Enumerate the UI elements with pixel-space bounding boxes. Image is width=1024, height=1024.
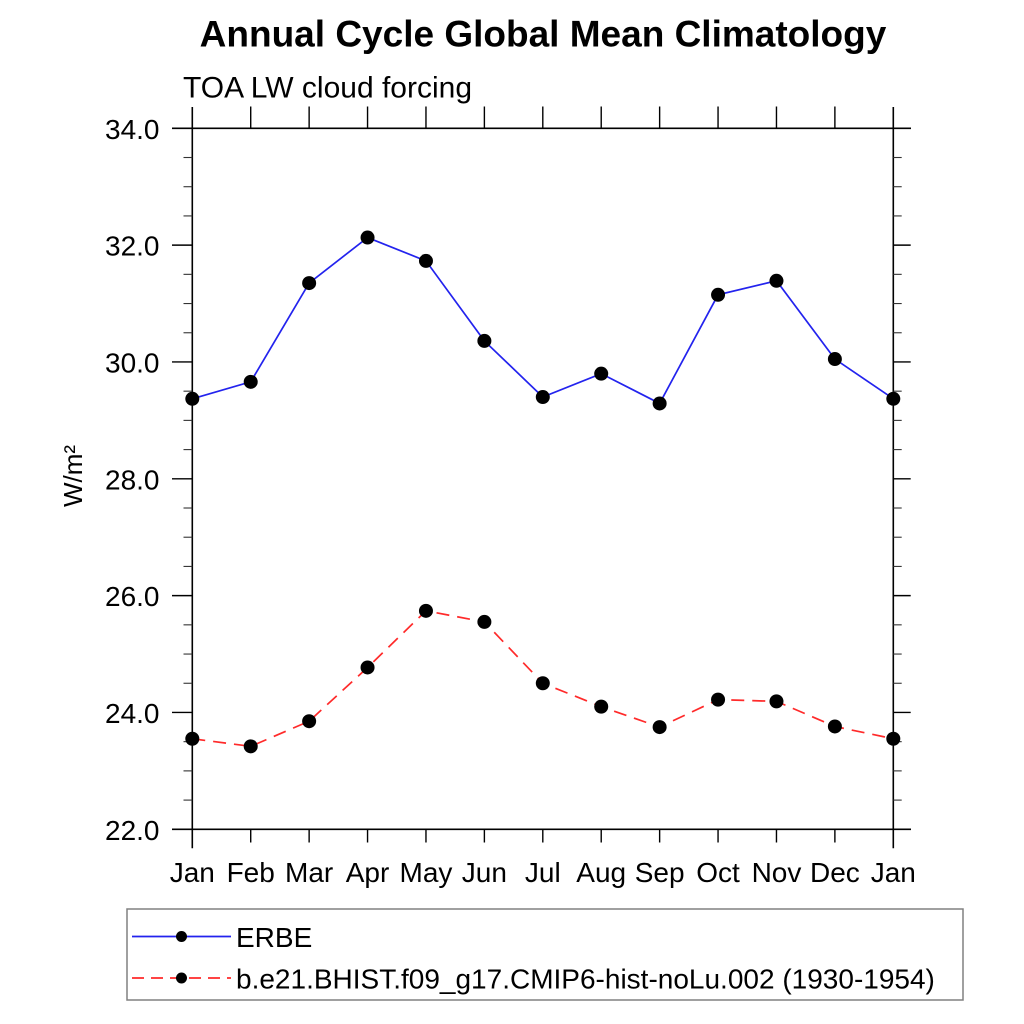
x-tick-label: Jul <box>525 857 561 888</box>
data-point-marker <box>360 230 375 245</box>
x-tick-label: May <box>400 857 453 888</box>
legend-item-erbe: ERBE <box>132 922 312 953</box>
data-point-marker <box>418 253 433 268</box>
x-tick-label: Nov <box>752 857 802 888</box>
data-point-marker <box>418 603 433 618</box>
x-tick-label: Jan <box>871 857 916 888</box>
legend-item-model: b.e21.BHIST.f09_g17.CMIP6-hist-noLu.002 … <box>132 964 935 995</box>
chart-subtitle: TOA LW cloud forcing <box>183 72 472 105</box>
data-point-marker <box>886 391 901 406</box>
data-point-marker <box>652 396 667 411</box>
data-point-marker <box>711 692 726 707</box>
y-axis-title: W/m² <box>58 445 88 507</box>
data-point-marker <box>886 731 901 746</box>
y-tick-label: 30.0 <box>105 347 160 378</box>
series-line-0 <box>192 236 894 405</box>
data-point-marker <box>827 352 842 367</box>
legend: ERBE b.e21.BHIST.f09_g17.CMIP6-hist-noLu… <box>126 908 964 1001</box>
data-point-marker <box>827 719 842 734</box>
x-tick-label: Oct <box>696 857 740 888</box>
data-point-marker <box>243 374 258 389</box>
x-tick-label: Apr <box>346 857 390 888</box>
y-tick-label: 32.0 <box>105 231 160 262</box>
data-point-marker <box>243 739 258 754</box>
data-point-marker <box>302 714 317 729</box>
data-point-marker <box>594 699 609 714</box>
y-tick-label: 34.0 <box>105 114 160 145</box>
data-point-marker <box>652 720 667 735</box>
y-tick-label: 26.0 <box>105 581 160 612</box>
y-tick-label: 28.0 <box>105 464 160 495</box>
data-point-marker <box>185 731 200 746</box>
legend-label-model: b.e21.BHIST.f09_g17.CMIP6-hist-noLu.002 … <box>236 964 935 995</box>
data-point-marker <box>594 366 609 381</box>
data-point-marker <box>302 276 317 291</box>
x-tick-label: Jun <box>462 857 507 888</box>
x-tick-label: Mar <box>285 857 333 888</box>
data-point-marker <box>535 676 550 691</box>
axes: 22.0 24.0 26.0 28.0 30.0 32.0 34.0 Jan Feb Mar Apr… <box>105 106 916 888</box>
data-point-marker <box>477 333 492 348</box>
x-tick-label: Aug <box>576 857 626 888</box>
data-point-marker <box>769 273 784 288</box>
data-point-marker <box>769 694 784 709</box>
series <box>185 230 901 754</box>
legend-box <box>126 908 964 1001</box>
data-point-marker <box>185 391 200 406</box>
legend-marker-circle-icon <box>176 972 187 984</box>
legend-label-erbe: ERBE <box>236 922 312 953</box>
data-point-marker <box>360 660 375 675</box>
x-tick-label: Feb <box>227 857 275 888</box>
y-tick-label: 24.0 <box>105 698 160 729</box>
data-point-marker <box>535 390 550 405</box>
y-tick-label: 22.0 <box>105 815 160 846</box>
chart-title: Annual Cycle Global Mean Climatology <box>200 14 887 55</box>
x-tick-label: Jan <box>170 857 215 888</box>
legend-marker-circle-icon <box>176 931 187 942</box>
data-point-marker <box>711 287 726 302</box>
x-tick-label: Sep <box>635 857 685 888</box>
x-tick-label: Dec <box>810 857 860 888</box>
data-point-marker <box>477 614 492 629</box>
